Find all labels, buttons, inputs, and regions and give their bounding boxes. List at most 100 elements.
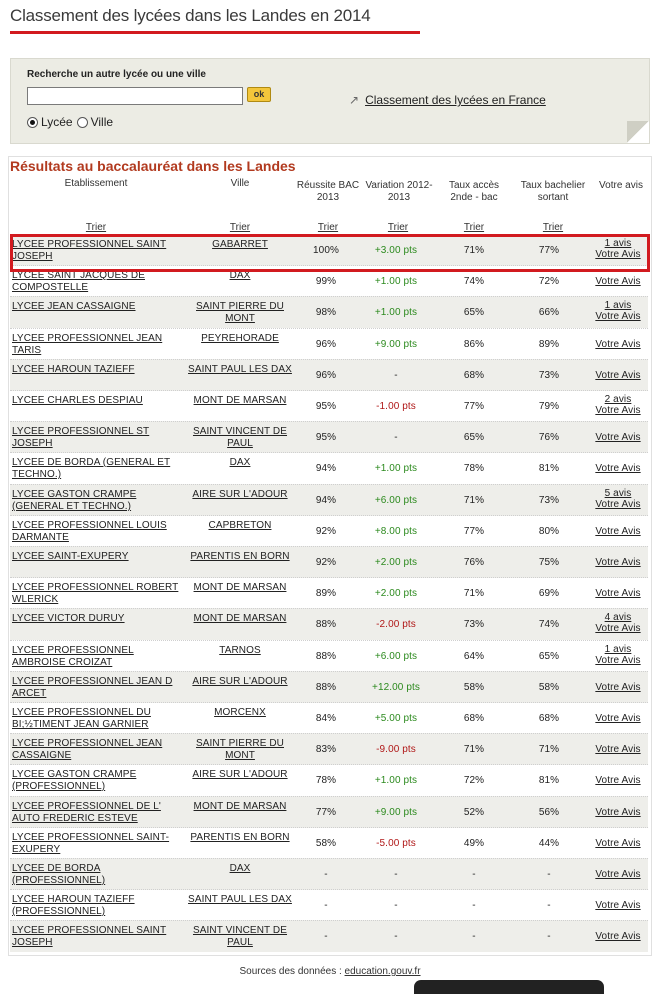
school-name-link[interactable]: LYCEE GASTON CRAMPE (GENERAL ET TECHNO.) <box>12 489 137 512</box>
votre-avis-link[interactable]: Votre Avis <box>595 405 641 416</box>
school-name-link[interactable]: LYCEE PROFESSIONNEL SAINT JOSEPH <box>12 239 167 262</box>
avis-count-link[interactable]: 4 avis <box>604 612 632 623</box>
reussite-bac-value: 98% <box>315 307 337 318</box>
city-link[interactable]: TARNOS <box>219 645 261 656</box>
school-name-link[interactable]: LYCEE CHARLES DESPIAU <box>12 395 143 406</box>
ok-button[interactable]: ok <box>247 87 271 102</box>
variation-value: - <box>394 370 398 381</box>
votre-avis-link[interactable]: Votre Avis <box>595 588 641 599</box>
city-link[interactable]: MONT DE MARSAN <box>193 582 287 593</box>
city-link[interactable]: SAINT VINCENT DE PAUL <box>192 426 288 449</box>
school-name-link[interactable]: LYCEE PROFESSIONNEL JEAN TARIS <box>12 333 163 356</box>
sources-link[interactable]: education.gouv.fr <box>344 966 421 977</box>
sort-etablissement[interactable]: Trier <box>85 222 107 233</box>
school-name-link[interactable]: LYCEE PROFESSIONNEL JEAN D ARCET <box>12 676 173 699</box>
votre-avis-link[interactable]: Votre Avis <box>595 276 641 287</box>
votre-avis-link[interactable]: Votre Avis <box>595 807 641 818</box>
votre-avis-link[interactable]: Votre Avis <box>595 557 641 568</box>
school-name-link[interactable]: LYCEE PROFESSIONNEL SAINT JOSEPH <box>12 925 167 948</box>
city-link[interactable]: DAX <box>229 270 251 281</box>
votre-avis-link[interactable]: Votre Avis <box>595 463 641 474</box>
radio-ville[interactable] <box>76 116 88 128</box>
taux-acces-value: 77% <box>463 526 485 537</box>
votre-avis-link[interactable]: Votre Avis <box>595 682 641 693</box>
city-link[interactable]: SAINT PIERRE DU MONT <box>196 738 284 761</box>
school-name-link[interactable]: LYCEE SAINT-EXUPERY <box>12 551 129 562</box>
avis-count-link[interactable]: 1 avis <box>604 238 632 249</box>
city-link[interactable]: SAINT PAUL LES DAX <box>188 364 292 375</box>
city-link[interactable]: PARENTIS EN BORN <box>190 551 290 562</box>
city-link[interactable]: AIRE SUR L'ADOUR <box>192 489 288 500</box>
votre-avis-link[interactable]: Votre Avis <box>595 931 641 942</box>
avis-count-link[interactable]: 1 avis <box>604 644 632 655</box>
search-input[interactable] <box>27 87 243 105</box>
taux-bachelier-value: 81% <box>538 775 560 786</box>
city-link[interactable]: MONT DE MARSAN <box>193 613 287 624</box>
city-link[interactable]: AIRE SUR L'ADOUR <box>192 676 288 687</box>
school-name-link[interactable]: LYCEE PROFESSIONNEL DE L' AUTO FREDERIC … <box>12 801 161 824</box>
votre-avis-link[interactable]: Votre Avis <box>595 744 641 755</box>
votre-avis-link[interactable]: Votre Avis <box>595 499 641 510</box>
school-name-link[interactable]: LYCEE PROFESSIONNEL LOUIS DARMANTE <box>12 520 167 543</box>
reussite-bac-value: - <box>324 869 328 880</box>
variation-value: +6.00 pts <box>374 651 418 662</box>
france-ranking-link[interactable]: Classement des lycées en France <box>365 93 546 107</box>
school-name-link[interactable]: LYCEE DE BORDA (GENERAL ET TECHNO.) <box>12 457 171 480</box>
school-name-link[interactable]: LYCEE PROFESSIONNEL ST JOSEPH <box>12 426 150 449</box>
sort-variation[interactable]: Trier <box>387 222 409 233</box>
reussite-bac-value: 88% <box>315 619 337 630</box>
reussite-bac-value: 78% <box>315 775 337 786</box>
votre-avis-link[interactable]: Votre Avis <box>595 838 641 849</box>
school-name-link[interactable]: LYCEE HAROUN TAZIEFF <box>12 364 135 375</box>
school-name-link[interactable]: LYCEE VICTOR DURUY <box>12 613 125 624</box>
sort-taux-acces[interactable]: Trier <box>463 222 485 233</box>
school-name-link[interactable]: LYCEE PROFESSIONNEL SAINT-EXUPERY <box>12 832 170 855</box>
sort-reussite-bac[interactable]: Trier <box>317 222 339 233</box>
city-link[interactable]: DAX <box>229 457 251 468</box>
city-link[interactable]: MONT DE MARSAN <box>193 395 287 406</box>
city-link[interactable]: MORCENX <box>214 707 266 718</box>
votre-avis-link[interactable]: Votre Avis <box>595 432 641 443</box>
sort-taux-bachelier[interactable]: Trier <box>542 222 564 233</box>
city-link[interactable]: MONT DE MARSAN <box>193 801 287 812</box>
school-name-link[interactable]: LYCEE GASTON CRAMPE (PROFESSIONNEL) <box>12 769 137 792</box>
sort-ville[interactable]: Trier <box>229 222 251 233</box>
votre-avis-link[interactable]: Votre Avis <box>595 370 641 381</box>
variation-value: - <box>394 900 398 911</box>
city-link[interactable]: SAINT VINCENT DE PAUL <box>192 925 288 948</box>
school-name-link[interactable]: LYCEE PROFESSIONNEL JEAN CASSAIGNE <box>12 738 163 761</box>
school-name-link[interactable]: LYCEE JEAN CASSAIGNE <box>12 301 136 312</box>
votre-avis-link[interactable]: Votre Avis <box>595 655 641 666</box>
votre-avis-link[interactable]: Votre Avis <box>595 900 641 911</box>
votre-avis-link[interactable]: Votre Avis <box>595 775 641 786</box>
city-link[interactable]: SAINT PAUL LES DAX <box>188 894 292 905</box>
school-name-link[interactable]: LYCEE PROFESSIONNEL AMBROISE CROIZAT <box>12 645 134 668</box>
city-link[interactable]: GABARRET <box>212 239 268 250</box>
avis-count-link[interactable]: 2 avis <box>604 394 632 405</box>
avis-count-link[interactable]: 1 avis <box>604 300 632 311</box>
votre-avis-link[interactable]: Votre Avis <box>595 869 641 880</box>
city-link[interactable]: CAPBRETON <box>208 520 272 531</box>
school-name-link[interactable]: LYCEE DE BORDA (PROFESSIONNEL) <box>12 863 106 886</box>
taux-bachelier-value: - <box>547 900 551 911</box>
votre-avis-link[interactable]: Votre Avis <box>595 526 641 537</box>
school-name-link[interactable]: LYCEE HAROUN TAZIEFF (PROFESSIONNEL) <box>12 894 135 917</box>
city-link[interactable]: SAINT PIERRE DU MONT <box>196 301 284 324</box>
votre-avis-link[interactable]: Votre Avis <box>595 249 641 260</box>
city-link[interactable]: PARENTIS EN BORN <box>190 832 290 843</box>
radio-lycee[interactable] <box>27 116 38 128</box>
votre-avis-link[interactable]: Votre Avis <box>595 623 641 634</box>
school-name-link[interactable]: LYCEE SAINT JACQUES DE COMPOSTELLE <box>12 270 145 293</box>
school-name-link[interactable]: LYCEE PROFESSIONNEL ROBERT WLERICK <box>12 582 179 605</box>
votre-avis-link[interactable]: Votre Avis <box>595 339 641 350</box>
votre-avis-link[interactable]: Votre Avis <box>595 713 641 724</box>
avis-count-link[interactable]: 5 avis <box>604 488 632 499</box>
city-link[interactable]: DAX <box>229 863 251 874</box>
bottom-button[interactable] <box>414 980 604 994</box>
school-name-link[interactable]: LYCEE PROFESSIONNEL DU BI;½TIMENT JEAN G… <box>12 707 151 730</box>
reussite-bac-value: 94% <box>315 463 337 474</box>
city-link[interactable]: PEYREHORADE <box>201 333 279 344</box>
votre-avis-link[interactable]: Votre Avis <box>595 311 641 322</box>
city-link[interactable]: AIRE SUR L'ADOUR <box>192 769 288 780</box>
taux-acces-value: - <box>472 869 476 880</box>
